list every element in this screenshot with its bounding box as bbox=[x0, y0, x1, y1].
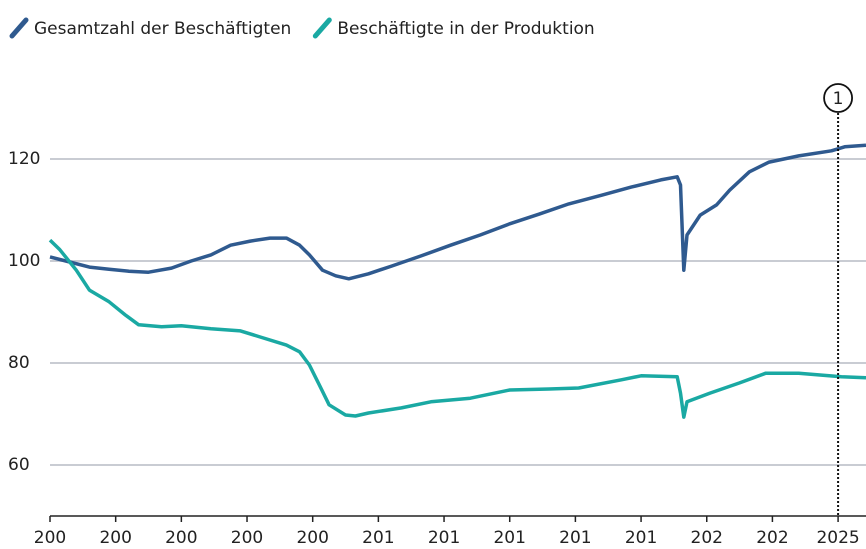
legend-swatch bbox=[9, 17, 29, 39]
x-tick-label: 200 bbox=[99, 528, 131, 548]
line-series bbox=[48, 238, 866, 419]
y-tick-label: 120 bbox=[8, 149, 40, 169]
x-tick-label: 200 bbox=[34, 528, 66, 548]
x-tick-label: 201 bbox=[625, 528, 657, 548]
y-tick-label: 80 bbox=[8, 353, 30, 373]
x-tick-label: 200 bbox=[296, 528, 328, 548]
x-tick-label: 2025 bbox=[816, 528, 859, 548]
x-tick-label: 201 bbox=[362, 528, 394, 548]
x-tick-label: 201 bbox=[559, 528, 591, 548]
line-series bbox=[49, 143, 866, 281]
x-tick-label: 202 bbox=[756, 528, 788, 548]
x-tick-label: 201 bbox=[428, 528, 460, 548]
x-tick-label: 200 bbox=[165, 528, 197, 548]
x-tick-label: 201 bbox=[493, 528, 525, 548]
x-tick-label: 200 bbox=[231, 528, 263, 548]
y-tick-label: 100 bbox=[8, 251, 40, 271]
annotation-label: 1 bbox=[833, 89, 844, 109]
legend-label: Gesamtzahl der Beschäftigten bbox=[34, 19, 291, 39]
legend-swatch bbox=[312, 17, 332, 39]
annotation-marker bbox=[823, 83, 853, 113]
y-tick-label: 60 bbox=[8, 455, 30, 475]
legend-label: Beschäftigte in der Produktion bbox=[337, 19, 594, 39]
x-tick-label: 202 bbox=[691, 528, 723, 548]
